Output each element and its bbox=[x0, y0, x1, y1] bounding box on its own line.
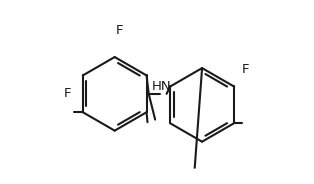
Text: HN: HN bbox=[152, 80, 171, 93]
Text: F: F bbox=[241, 63, 249, 76]
Text: F: F bbox=[116, 24, 124, 37]
Text: F: F bbox=[63, 87, 71, 100]
